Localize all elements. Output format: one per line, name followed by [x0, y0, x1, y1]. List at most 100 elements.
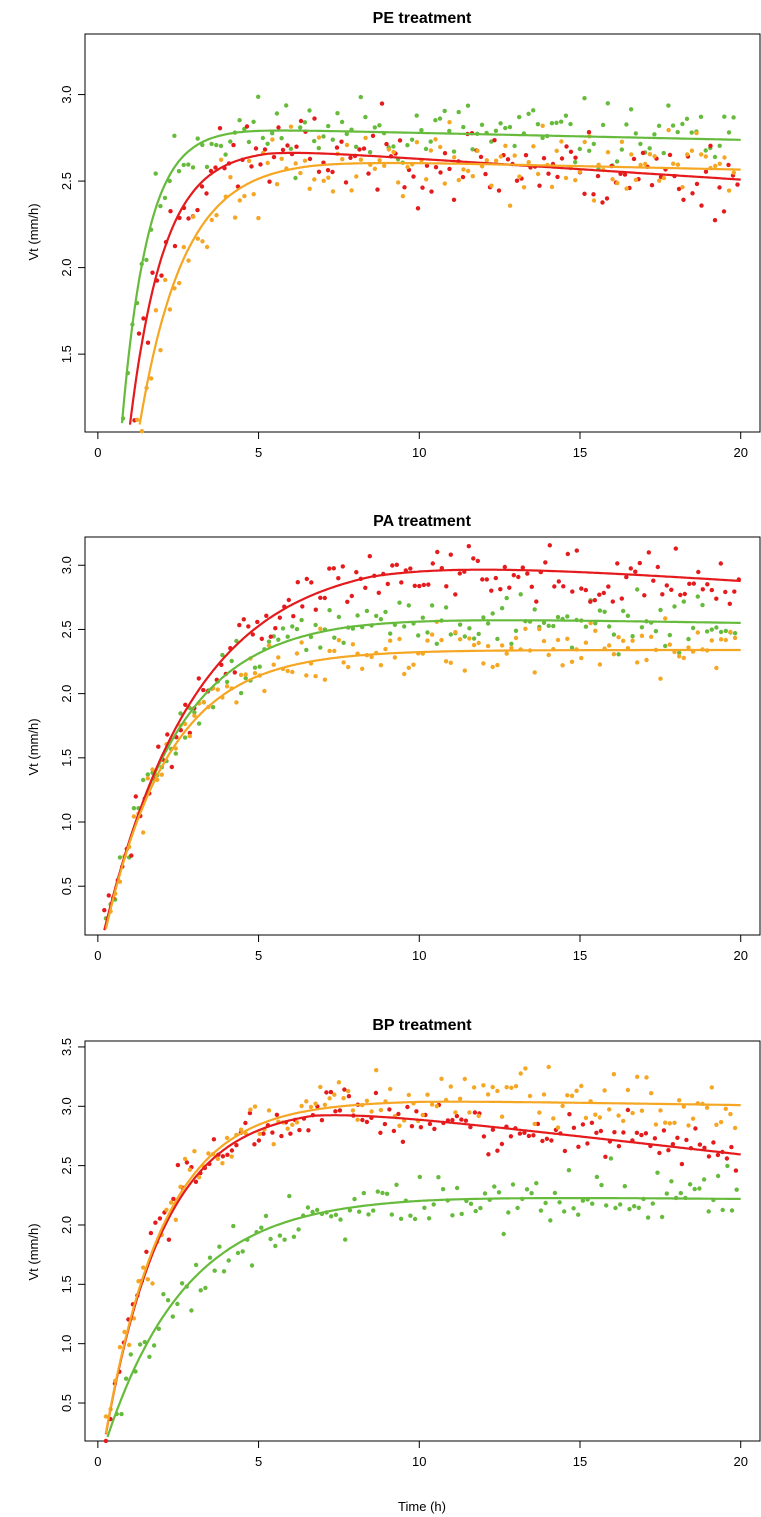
data-point	[538, 1208, 544, 1213]
data-point	[294, 626, 300, 632]
data-point	[299, 1103, 304, 1109]
data-point	[605, 150, 611, 155]
data-point	[305, 1205, 311, 1210]
data-point	[610, 599, 615, 604]
data-point	[288, 146, 294, 151]
data-point	[703, 154, 708, 159]
data-point	[457, 571, 462, 576]
data-point	[183, 702, 188, 707]
data-point	[573, 155, 578, 160]
data-point	[523, 626, 528, 631]
data-point	[498, 154, 503, 159]
data-point	[600, 122, 606, 128]
data-point	[718, 1119, 724, 1125]
data-point	[430, 561, 435, 566]
data-point	[214, 213, 219, 218]
data-point	[361, 146, 367, 151]
data-point	[337, 1108, 343, 1113]
y-tick-label: 2.0	[59, 685, 74, 703]
plot-frame	[84, 33, 761, 433]
data-point	[330, 189, 336, 194]
data-point	[686, 645, 691, 650]
data-point	[168, 1200, 174, 1205]
data-point	[471, 636, 477, 641]
data-point	[566, 1168, 572, 1173]
data-point	[543, 560, 548, 565]
data-point	[509, 641, 514, 646]
data-point	[251, 119, 256, 125]
data-point	[421, 582, 426, 588]
data-point	[509, 1085, 514, 1091]
data-point	[273, 626, 278, 631]
x-tick-label: 10	[412, 445, 426, 460]
data-point	[465, 168, 471, 174]
data-point	[541, 156, 547, 161]
data-point	[447, 120, 452, 125]
panel-title: PE treatment	[373, 10, 472, 27]
data-point	[457, 622, 463, 627]
data-point	[243, 675, 248, 681]
data-point	[307, 156, 313, 162]
data-point	[515, 1205, 520, 1211]
data-point	[570, 589, 575, 594]
data-point	[204, 191, 209, 196]
data-point	[397, 1123, 402, 1129]
series-2-fit-line	[104, 648, 741, 929]
data-point	[304, 576, 309, 582]
data-point	[560, 663, 565, 668]
data-point	[291, 614, 296, 619]
data-point	[150, 1281, 155, 1286]
data-point	[645, 1215, 651, 1220]
data-point	[546, 171, 551, 176]
data-point	[576, 1212, 581, 1217]
data-point	[714, 596, 719, 601]
data-point	[461, 167, 466, 172]
x-tick-label: 10	[412, 1454, 426, 1469]
data-point	[279, 156, 284, 161]
data-point	[363, 114, 368, 120]
data-point	[391, 144, 396, 149]
data-point	[555, 637, 561, 643]
data-point	[493, 575, 498, 581]
data-point	[650, 1201, 655, 1206]
data-point	[513, 635, 519, 641]
data-point	[591, 141, 596, 147]
data-point	[273, 1243, 278, 1249]
data-point	[624, 574, 629, 580]
data-point	[224, 679, 230, 685]
data-point	[717, 143, 722, 148]
data-point	[618, 1202, 623, 1207]
data-point	[442, 151, 448, 156]
data-point	[391, 149, 396, 155]
data-point	[333, 1109, 338, 1114]
data-point	[717, 185, 722, 190]
data-point	[147, 1354, 152, 1360]
data-point	[527, 1093, 533, 1099]
data-point	[557, 1200, 562, 1205]
data-point	[259, 636, 264, 641]
data-point	[443, 659, 449, 664]
data-point	[417, 583, 422, 589]
data-point	[616, 635, 621, 640]
data-point	[639, 1132, 644, 1138]
data-point	[598, 1128, 604, 1134]
data-point	[270, 1130, 275, 1135]
data-point	[271, 154, 277, 160]
data-point	[218, 143, 224, 149]
data-point	[483, 171, 488, 177]
data-point	[540, 135, 545, 141]
data-point	[129, 853, 134, 858]
data-point	[131, 1316, 137, 1321]
data-point	[663, 643, 668, 649]
data-point	[210, 705, 216, 710]
data-point	[312, 138, 317, 144]
data-point	[344, 142, 350, 148]
data-point	[585, 1141, 590, 1146]
data-point	[235, 1250, 241, 1256]
data-point	[418, 1125, 424, 1130]
data-point	[568, 121, 573, 127]
x-tick-label: 0	[94, 445, 101, 460]
data-point	[559, 156, 565, 161]
data-point	[524, 1187, 530, 1192]
data-point	[388, 631, 393, 636]
